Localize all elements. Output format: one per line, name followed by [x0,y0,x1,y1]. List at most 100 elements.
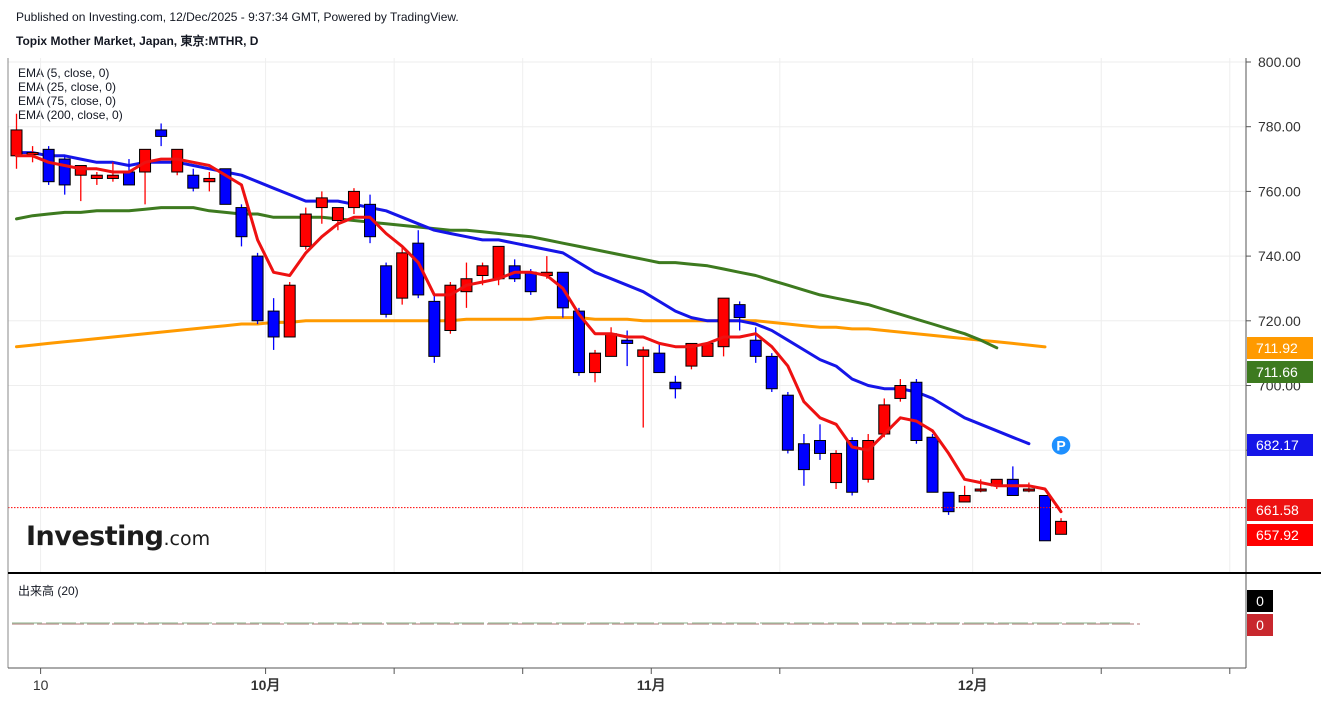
candle-body [331,207,344,222]
candle[interactable] [1055,518,1068,535]
candle[interactable] [958,485,971,503]
candle[interactable] [74,165,87,202]
candle[interactable] [58,155,71,195]
y-tick-label: 800.00 [1258,54,1301,70]
candle[interactable] [910,379,923,444]
candle[interactable] [942,491,955,515]
x-tick-label: 11月 [637,677,666,693]
ema25-line [15,151,1031,446]
candle[interactable] [814,424,826,460]
candle[interactable] [42,146,55,185]
candle[interactable] [187,168,200,192]
candle-body [572,310,585,374]
volume-label: 出来高 (20) [18,584,79,598]
candle[interactable] [926,434,939,493]
candle[interactable] [267,298,280,350]
candle-body [122,171,135,186]
candle[interactable] [428,294,441,363]
ema75-line [15,206,999,350]
candle[interactable] [653,343,666,374]
candle[interactable] [605,327,618,357]
candle[interactable] [380,262,393,318]
y-tick-label: 720.00 [1258,313,1301,329]
candle-body [621,339,634,344]
candle[interactable] [862,434,875,483]
y-tick-label: 740.00 [1258,248,1301,264]
marker-circle[interactable] [1050,434,1072,457]
logo-main: Investing [26,521,164,552]
published-info: Published on Investing.com, 12/Dec/2025 … [16,10,459,24]
ema5-path [15,154,1063,514]
candle-body [781,394,794,451]
candle[interactable] [733,301,746,331]
candle[interactable] [781,391,794,454]
chart-frame [7,58,1321,669]
candle-body [765,355,778,390]
candle-body [942,491,955,513]
volume-up-value: 0 [1256,593,1264,609]
candle-body [524,271,537,293]
ema200-path [15,316,1047,349]
candle[interactable] [139,148,152,205]
candle[interactable] [572,307,585,376]
candle-body [1022,488,1035,492]
candle[interactable] [1038,494,1051,542]
candle-body [717,297,730,348]
candle[interactable] [637,346,650,428]
candle-body [1006,478,1019,496]
marker-label: P [1056,437,1065,453]
symbol-title: Topix Mother Market, Japan, 東京:MTHR, D [16,34,259,48]
candle-body [106,174,119,179]
candle-body [733,304,746,319]
candle[interactable] [331,207,344,231]
candle[interactable] [396,246,409,305]
candle-body [203,177,216,183]
x-tick-label: 10 [33,677,49,693]
candle[interactable] [669,375,682,399]
candle[interactable] [235,204,248,247]
price-label-bg [1247,524,1313,546]
candle[interactable] [171,148,184,176]
indicator-ema75[interactable]: EMA (75, close, 0) [18,94,117,108]
candle[interactable] [830,450,843,490]
candle-body [315,197,328,209]
x-axis: 10 10月 11月 12月 [33,668,1231,693]
candle[interactable] [1022,482,1035,493]
volume-down-value: 0 [1256,617,1264,633]
candle[interactable] [765,353,778,392]
candle-body [926,436,939,493]
ema5-line [15,154,1063,514]
candle-body [347,190,360,209]
indicator-ema25[interactable]: EMA (25, close, 0) [18,80,117,94]
candle-body [1055,520,1068,535]
indicator-ema200[interactable]: EMA (200, close, 0) [18,108,123,122]
candle[interactable] [155,123,168,147]
candle-body [58,158,71,186]
candle[interactable] [444,281,457,334]
candle[interactable] [26,146,39,163]
candle[interactable] [894,379,907,402]
candle[interactable] [589,349,602,383]
candle[interactable] [10,113,23,169]
candle[interactable] [1006,466,1019,496]
candle[interactable] [797,434,810,486]
candle-body [235,207,248,238]
candle[interactable] [203,171,216,192]
candle-body [90,174,103,179]
candle[interactable] [299,207,312,250]
candle[interactable] [347,188,360,215]
candle[interactable] [90,171,103,185]
candle[interactable] [251,252,264,325]
x-tick-label: 12月 [958,677,988,693]
candle[interactable] [315,191,328,224]
candle[interactable] [717,297,730,357]
volume-up-bg [1247,590,1273,612]
price-label-ema25: 682.17 [1256,437,1299,453]
y-tick-label: 760.00 [1258,183,1301,199]
candle-body [637,349,650,357]
candle-body [894,385,907,399]
candle-body [10,129,23,157]
candle[interactable] [508,259,521,282]
candle[interactable] [283,281,296,338]
